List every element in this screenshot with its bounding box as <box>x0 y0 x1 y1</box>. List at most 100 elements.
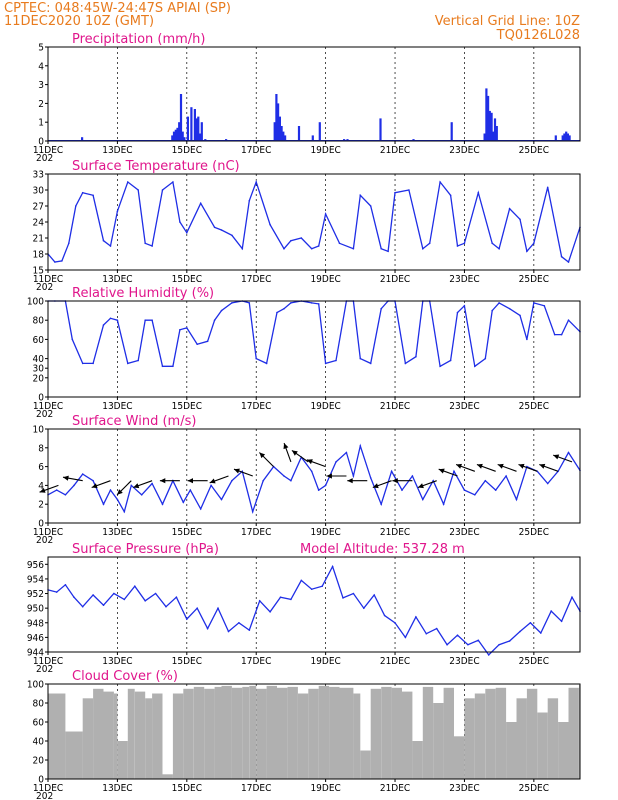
bar <box>490 112 493 141</box>
y-tick-label: 0 <box>38 137 44 148</box>
data-point <box>283 475 285 477</box>
y-tick-label: 8 <box>38 443 44 454</box>
data-point <box>571 596 573 598</box>
x-year-label: 202 <box>36 409 53 420</box>
bar <box>547 698 559 780</box>
x-tick-label: 19DEC <box>310 527 340 538</box>
data-point <box>387 250 389 253</box>
data-point <box>463 305 466 307</box>
data-point <box>446 643 448 646</box>
data-point <box>519 314 521 317</box>
data-point <box>317 489 320 491</box>
data-point <box>269 611 271 613</box>
bar <box>318 685 330 779</box>
panel-title: Cloud Cover (%) <box>72 669 178 684</box>
data-point <box>567 261 570 263</box>
data-point <box>546 186 549 189</box>
data-point <box>75 205 77 207</box>
y-tick-label: 27 <box>33 202 44 213</box>
plot-frame <box>47 556 581 653</box>
y-tick-label: 946 <box>27 633 44 644</box>
bar <box>422 686 434 779</box>
y-tick-label: 952 <box>27 589 44 600</box>
data-point <box>491 309 494 312</box>
x-tick-label: 13DEC <box>102 656 132 667</box>
bar <box>454 736 465 780</box>
wind-arrow-head <box>259 452 266 459</box>
data-point <box>422 247 424 250</box>
data-point <box>300 237 303 239</box>
bar <box>464 698 475 780</box>
bar <box>506 722 517 779</box>
data-point <box>352 592 355 595</box>
wind-arrow-head <box>438 468 445 474</box>
bar <box>568 135 571 141</box>
panel-1: 15 18 21 24 27 30 33 11DEC 13DEC 15DEC 17DEC 19DEC 2… <box>33 159 581 293</box>
data-point <box>317 303 320 305</box>
data-point <box>484 479 487 482</box>
bar <box>172 693 184 779</box>
data-point <box>248 302 251 304</box>
x-tick-label: 13DEC <box>102 274 132 285</box>
y-tick-label: 100 <box>27 680 44 691</box>
data-point <box>109 489 112 491</box>
bar <box>308 688 319 780</box>
data-point <box>179 329 181 331</box>
data-point <box>102 503 105 506</box>
panel-title: Precipitation (mm/h) <box>72 32 205 47</box>
wind-arrow-head <box>39 487 46 493</box>
y-tick-label: 0 <box>38 519 44 530</box>
bar <box>82 698 94 780</box>
y-tick-label: 20 <box>33 756 45 767</box>
x-tick-label: 19DEC <box>310 401 340 412</box>
data-point <box>359 357 362 360</box>
header-grid-line: Vertical Grid Line: 10Z <box>435 14 580 29</box>
data-point <box>206 627 209 630</box>
data-point <box>231 234 233 237</box>
x-tick-label: 19DEC <box>310 656 340 667</box>
bar <box>134 691 146 779</box>
y-tick-label: 33 <box>33 170 44 181</box>
data-point <box>290 302 292 304</box>
bar <box>311 135 314 141</box>
panel-title: Relative Humidity (%) <box>72 286 214 301</box>
data-point <box>102 604 105 606</box>
wind-arrow-head <box>553 454 560 460</box>
x-tick-label: 17DEC <box>241 656 271 667</box>
x-tick-label: 13DEC <box>102 145 132 156</box>
data-point <box>116 319 119 322</box>
data-point <box>116 210 119 213</box>
x-tick-label: 21DEC <box>380 783 410 794</box>
data-point <box>439 181 441 183</box>
bar <box>450 122 453 141</box>
bar <box>231 687 243 779</box>
y-tick-label: 24 <box>33 218 45 229</box>
data-point <box>449 359 452 362</box>
data-point <box>109 245 112 247</box>
data-point <box>172 365 174 368</box>
x-tick-label: 11DEC <box>33 274 63 285</box>
bar <box>214 686 222 779</box>
bar <box>379 118 382 141</box>
data-point <box>213 226 216 229</box>
data-point <box>92 194 94 197</box>
bar <box>195 118 198 141</box>
y-tick-label: 60 <box>33 335 45 346</box>
y-tick-label: 5 <box>38 43 44 54</box>
y-tick-label: 60 <box>33 718 45 729</box>
wind-arrow-head <box>392 478 398 484</box>
bar <box>193 109 196 141</box>
bar <box>162 774 173 780</box>
x-tick-label: 13DEC <box>102 401 132 412</box>
panel-annotation: Model Altitude: 537.28 m <box>300 542 465 557</box>
data-point <box>432 479 435 482</box>
bar <box>81 137 84 141</box>
data-point <box>130 484 133 487</box>
bar <box>391 687 402 779</box>
data-point <box>199 202 202 205</box>
data-point <box>463 242 466 245</box>
x-tick-label: 19DEC <box>310 274 340 285</box>
x-tick-label: 23DEC <box>449 656 479 667</box>
data-point <box>220 309 223 312</box>
data-point <box>519 630 521 633</box>
